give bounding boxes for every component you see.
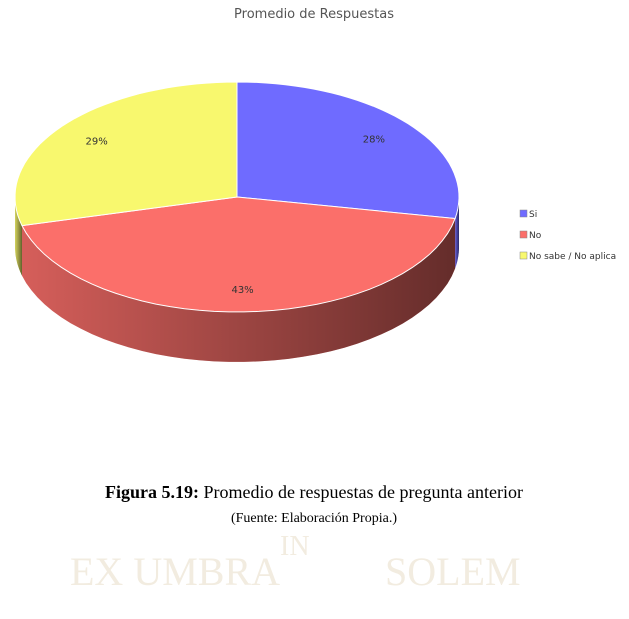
watermark-text: EX UMBRA [70, 549, 280, 594]
caption-source: (Fuente: Elaboración Propia.) [231, 511, 397, 526]
legend: Si No No sabe / No aplica [520, 210, 616, 262]
caption: Figura 5.19: Promedio de respuestas de p… [105, 482, 523, 502]
watermark-text: SOLEM [385, 549, 521, 594]
watermark-text: IN [280, 531, 310, 562]
legend-label: No sabe / No aplica [529, 252, 616, 262]
data-label: 29% [86, 137, 108, 148]
legend-swatch [520, 231, 527, 238]
legend-label: Si [529, 210, 537, 220]
pie: 28% 43% 29% [15, 82, 459, 362]
caption-text: Promedio de respuestas de pregunta anter… [204, 482, 523, 502]
watermark: EX UMBRA IN SOLEM [70, 531, 521, 594]
legend-label: No [529, 231, 542, 241]
page: EX UMBRA IN SOLEM Promedio de Respuestas… [0, 0, 629, 619]
chart-title: Promedio de Respuestas [234, 7, 394, 22]
data-label: 28% [363, 134, 385, 145]
legend-swatch [520, 210, 527, 217]
pie-slice [237, 82, 459, 219]
data-label: 43% [231, 285, 253, 296]
caption-label: Figura 5.19: [105, 482, 199, 502]
legend-swatch [520, 252, 527, 259]
